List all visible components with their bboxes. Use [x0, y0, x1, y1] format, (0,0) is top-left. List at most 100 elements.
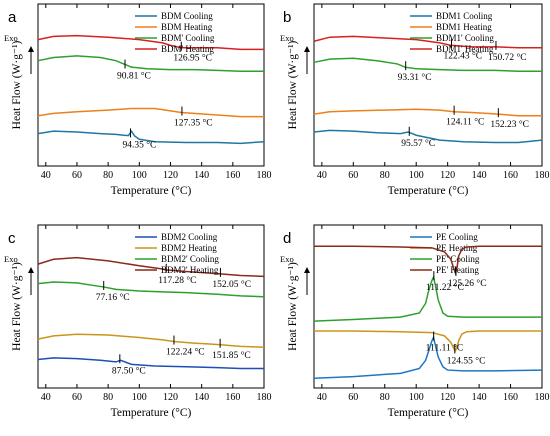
- series-line-c-2: [37, 281, 265, 298]
- peak-label-a-3: 94.35 °C: [123, 139, 157, 150]
- x-tick-label-d: 180: [535, 392, 550, 403]
- peak-label-a-1: 90.81 °C: [117, 71, 151, 82]
- legend-label-d-1: PE Heating: [436, 243, 478, 253]
- legend-label-c-1: BDM2 Heating: [161, 243, 217, 253]
- y-axis-label-a: Heat Flow (W·g⁻¹): [11, 40, 23, 129]
- x-tick-label-b: 100: [409, 170, 424, 181]
- peak-label-d-2: 111.11 °C: [426, 342, 464, 353]
- plot-frame-a: [37, 3, 265, 167]
- panel-letter-a: a: [8, 9, 17, 26]
- x-tick-label-b: 120: [440, 170, 455, 181]
- x-axis-label-c: Temperature (°C): [111, 407, 192, 419]
- series-line-c-3: [37, 256, 265, 278]
- peak-label-c-1: 152.05 °C: [212, 279, 251, 290]
- x-tick-label-d: 160: [503, 392, 518, 403]
- plot-frame-b: [313, 3, 543, 167]
- series-line-a-2: [37, 55, 264, 72]
- x-tick-label-c: 160: [225, 392, 240, 403]
- x-tick-label-d: 80: [380, 392, 390, 403]
- legend-label-a-0: BDM Cooling: [161, 11, 213, 21]
- x-tick-label-a: 160: [225, 170, 240, 181]
- exo-arrowhead-b: [304, 46, 310, 52]
- peak-label-b-1: 150.72 °C: [488, 52, 527, 63]
- legend-label-a-3: BDM' Heating: [161, 44, 214, 54]
- series-line-c-0: [37, 357, 264, 370]
- legend-label-c-3: BDM2' Heating: [161, 265, 219, 275]
- panel-letter-c: c: [8, 230, 16, 247]
- x-axis-label-b: Temperature (°C): [388, 185, 469, 197]
- series-line-b-3: [313, 35, 542, 49]
- x-tick-label-b: 80: [380, 170, 390, 181]
- x-tick-label-b: 40: [317, 170, 327, 181]
- plot-frame-c: [37, 224, 265, 389]
- x-tick-label-a: 180: [257, 170, 272, 181]
- x-tick-label-c: 100: [132, 392, 147, 403]
- legend-label-c-2: BDM2' Cooling: [161, 254, 219, 264]
- peak-label-c-0: 117.28 °C: [158, 275, 196, 286]
- series-line-d-1: [314, 330, 542, 352]
- legend-label-b-3: BDM1' Heating: [436, 44, 494, 54]
- exo-label-c: Exo: [4, 254, 18, 264]
- peak-label-a-2: 127.35 °C: [174, 118, 213, 129]
- x-tick-label-d: 120: [440, 392, 455, 403]
- panel-letter-d: d: [283, 230, 291, 247]
- legend-label-d-0: PE Cooling: [436, 232, 478, 242]
- x-tick-label-b: 60: [348, 170, 358, 181]
- panel-letter-b: b: [283, 9, 291, 26]
- x-tick-label-b: 180: [535, 170, 550, 181]
- y-axis-label-b: Heat Flow (W·g⁻¹): [287, 40, 299, 129]
- x-tick-label-a: 80: [103, 170, 113, 181]
- peak-label-b-2: 93.31 °C: [398, 72, 432, 83]
- x-axis-label-d: Temperature (°C): [388, 407, 469, 419]
- exo-arrowhead-d: [304, 267, 310, 273]
- x-tick-label-c: 120: [163, 392, 178, 403]
- exo-label-a: Exo: [4, 33, 18, 43]
- x-tick-label-b: 160: [503, 170, 518, 181]
- y-axis-label-c: Heat Flow (W·g⁻¹): [11, 262, 23, 351]
- x-tick-label-a: 40: [41, 170, 51, 181]
- x-axis-label-a: Temperature (°C): [111, 185, 192, 197]
- exo-label-d: Exo: [280, 254, 294, 264]
- legend-label-b-0: BDM1 Cooling: [436, 11, 493, 21]
- x-tick-label-c: 40: [41, 392, 51, 403]
- x-tick-label-d: 60: [348, 392, 358, 403]
- peak-label-c-3: 122.24 °C: [166, 347, 205, 358]
- peak-label-d-1: 125.26 °C: [448, 278, 487, 289]
- x-tick-label-a: 100: [132, 170, 147, 181]
- x-tick-label-d: 100: [409, 392, 424, 403]
- peak-label-d-0: 111.22 °C: [426, 282, 464, 293]
- series-line-b-1: [313, 108, 542, 117]
- x-tick-label-c: 60: [72, 392, 82, 403]
- series-line-a-0: [37, 129, 265, 145]
- series-line-c-1: [37, 333, 265, 348]
- series-line-a-3: [37, 34, 264, 51]
- x-tick-label-d: 140: [472, 392, 487, 403]
- peak-label-b-0: 122.43 °C: [443, 50, 482, 61]
- x-tick-label-a: 140: [194, 170, 209, 181]
- plot-frame-d: [313, 224, 543, 389]
- series-line-b-2: [313, 57, 542, 72]
- exo-arrowhead-a: [28, 46, 34, 52]
- peak-label-a-0: 126.95 °C: [173, 53, 212, 64]
- legend-label-c-0: BDM2 Cooling: [161, 232, 218, 242]
- legend-label-a-2: BDM' Cooling: [161, 33, 215, 43]
- peak-label-c-4: 151.85 °C: [212, 350, 251, 361]
- x-tick-label-c: 140: [194, 392, 209, 403]
- exo-label-b: Exo: [280, 33, 294, 43]
- peak-label-b-3: 124.11 °C: [446, 117, 484, 128]
- y-axis-label-d: Heat Flow (W·g⁻¹): [287, 262, 299, 351]
- x-tick-label-a: 120: [163, 170, 178, 181]
- peak-label-d-3: 124.55 °C: [447, 356, 486, 367]
- x-tick-label-c: 180: [257, 392, 272, 403]
- series-line-b-0: [313, 129, 543, 144]
- peak-label-c-5: 87.50 °C: [112, 365, 146, 376]
- x-tick-label-a: 60: [72, 170, 82, 181]
- x-tick-label-c: 80: [103, 392, 113, 403]
- legend-label-d-3: PE' Heating: [436, 265, 479, 275]
- legend-label-b-1: BDM1 Heating: [436, 22, 492, 32]
- peak-label-c-2: 77.16 °C: [96, 292, 130, 303]
- peak-label-b-5: 95.57 °C: [401, 138, 435, 149]
- legend-label-a-1: BDM Heating: [161, 22, 213, 32]
- exo-arrowhead-c: [28, 267, 34, 273]
